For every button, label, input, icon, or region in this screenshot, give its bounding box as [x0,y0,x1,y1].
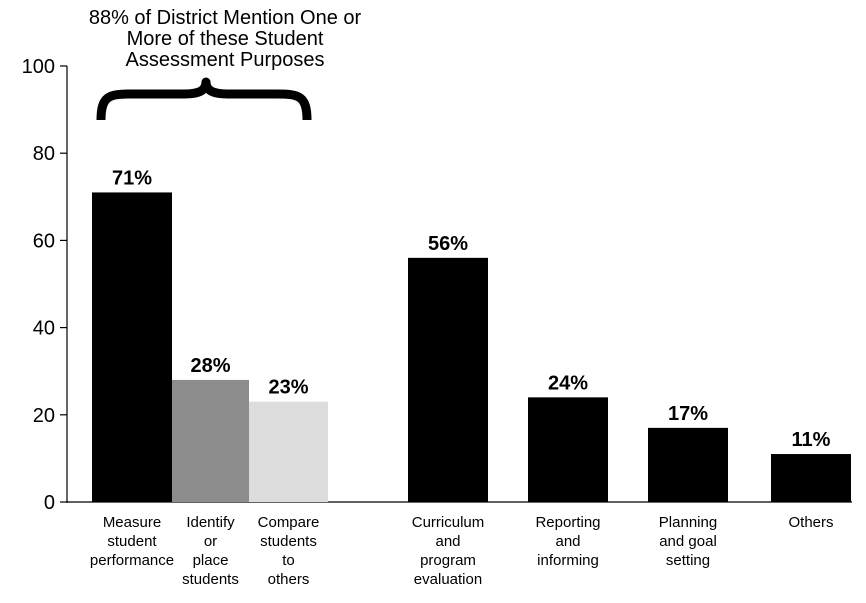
y-tick-label: 60 [33,230,55,252]
curly-brace [96,77,312,121]
x-tick-label: Curriculum and program evaluation [412,514,485,588]
x-tick-label: Reporting and informing [535,514,600,569]
value-label: 28% [190,355,230,377]
value-label: 17% [668,403,708,425]
value-label: 56% [428,233,468,255]
bar [771,454,851,502]
y-tick-label: 100 [22,56,55,78]
y-tick-label: 40 [33,318,55,340]
y-tick-label: 0 [44,492,55,514]
x-tick-label: Planning and goal setting [659,514,717,569]
value-label: 71% [112,167,152,189]
value-label: 24% [548,372,588,394]
x-tick-label: Others [788,514,833,531]
y-tick-label: 20 [33,405,55,427]
chart-annotation: 88% of District Mention One or More of t… [55,8,395,71]
annotation-line: Assessment Purposes [125,49,325,71]
bar [92,192,172,502]
bar [172,379,249,502]
x-tick-label: Compare students to others [258,514,320,588]
annotation-line: More of these Student [126,28,324,50]
y-tick-label: 80 [33,143,55,165]
bar [249,401,328,502]
bar [528,397,608,502]
value-label: 11% [792,429,831,451]
bar [408,257,488,502]
value-labels: 71% 28% 23% 56% 24% 17% 11% [112,167,831,451]
bar [648,427,728,502]
x-tick-label: Measure student performance [90,514,174,569]
bars [92,192,851,502]
value-label: 23% [268,377,308,399]
x-tick-label: Identify or place students [182,514,239,588]
annotation-line: 88% of District Mention One or [88,7,362,29]
